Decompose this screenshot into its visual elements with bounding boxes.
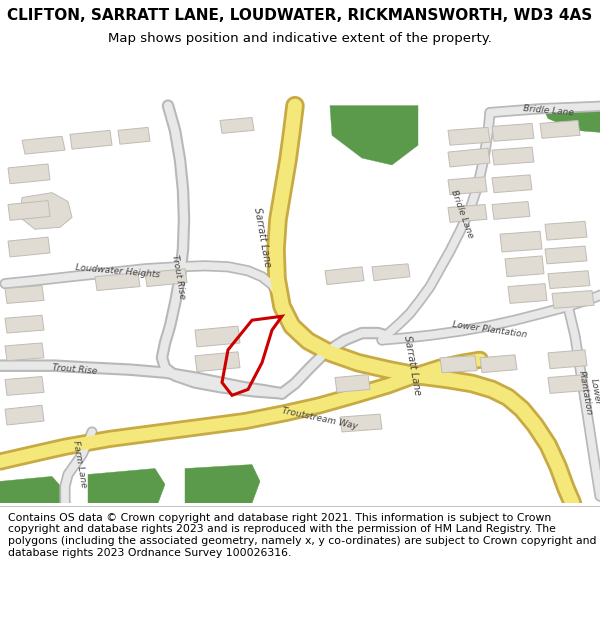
Text: Lower Plantation: Lower Plantation bbox=[452, 321, 528, 340]
Polygon shape bbox=[8, 237, 50, 257]
Polygon shape bbox=[22, 136, 65, 154]
Polygon shape bbox=[5, 343, 44, 361]
Text: Sarratt Lane: Sarratt Lane bbox=[252, 206, 272, 268]
Polygon shape bbox=[480, 355, 517, 372]
Polygon shape bbox=[540, 121, 580, 138]
Polygon shape bbox=[548, 271, 590, 289]
Polygon shape bbox=[70, 131, 112, 149]
Polygon shape bbox=[492, 123, 534, 141]
Polygon shape bbox=[8, 164, 50, 184]
Text: Bridle Lane: Bridle Lane bbox=[449, 189, 475, 240]
Polygon shape bbox=[448, 177, 487, 194]
Text: Loudwater Heights: Loudwater Heights bbox=[75, 262, 161, 279]
Polygon shape bbox=[195, 326, 240, 347]
Polygon shape bbox=[95, 272, 140, 291]
Polygon shape bbox=[330, 106, 418, 165]
Polygon shape bbox=[20, 192, 72, 229]
Polygon shape bbox=[5, 376, 44, 396]
Polygon shape bbox=[5, 405, 44, 425]
Polygon shape bbox=[548, 350, 587, 369]
Polygon shape bbox=[500, 231, 542, 252]
Polygon shape bbox=[8, 201, 50, 221]
Polygon shape bbox=[545, 246, 587, 264]
Polygon shape bbox=[542, 106, 600, 132]
Polygon shape bbox=[545, 221, 587, 240]
Polygon shape bbox=[552, 291, 594, 308]
Polygon shape bbox=[118, 127, 150, 144]
Polygon shape bbox=[440, 356, 477, 372]
Text: Bridle Lane: Bridle Lane bbox=[523, 104, 574, 118]
Text: Trout Rise: Trout Rise bbox=[52, 363, 98, 376]
Polygon shape bbox=[448, 127, 490, 145]
Text: Lower
Plantation: Lower Plantation bbox=[577, 368, 600, 416]
Text: Farm Lane: Farm Lane bbox=[71, 440, 89, 489]
Polygon shape bbox=[508, 284, 547, 303]
Polygon shape bbox=[340, 414, 382, 432]
Polygon shape bbox=[185, 464, 260, 503]
Polygon shape bbox=[372, 264, 410, 281]
Polygon shape bbox=[5, 315, 44, 333]
Polygon shape bbox=[88, 469, 165, 503]
Polygon shape bbox=[145, 269, 187, 287]
Polygon shape bbox=[492, 201, 530, 219]
Text: Sarratt Lane: Sarratt Lane bbox=[402, 335, 422, 396]
Polygon shape bbox=[492, 147, 534, 165]
Text: Trout Rise: Trout Rise bbox=[170, 254, 187, 300]
Polygon shape bbox=[448, 148, 490, 167]
Polygon shape bbox=[335, 374, 370, 392]
Polygon shape bbox=[0, 476, 65, 503]
Polygon shape bbox=[492, 175, 532, 192]
Text: Troutstream Way: Troutstream Way bbox=[281, 407, 359, 431]
Polygon shape bbox=[448, 204, 487, 222]
Polygon shape bbox=[5, 286, 44, 303]
Text: Map shows position and indicative extent of the property.: Map shows position and indicative extent… bbox=[108, 32, 492, 45]
Text: CLIFTON, SARRATT LANE, LOUDWATER, RICKMANSWORTH, WD3 4AS: CLIFTON, SARRATT LANE, LOUDWATER, RICKMA… bbox=[7, 8, 593, 23]
Text: Contains OS data © Crown copyright and database right 2021. This information is : Contains OS data © Crown copyright and d… bbox=[8, 513, 596, 558]
Polygon shape bbox=[548, 374, 587, 393]
Polygon shape bbox=[220, 118, 254, 133]
Polygon shape bbox=[325, 267, 364, 284]
Polygon shape bbox=[195, 352, 240, 372]
Polygon shape bbox=[505, 256, 544, 277]
